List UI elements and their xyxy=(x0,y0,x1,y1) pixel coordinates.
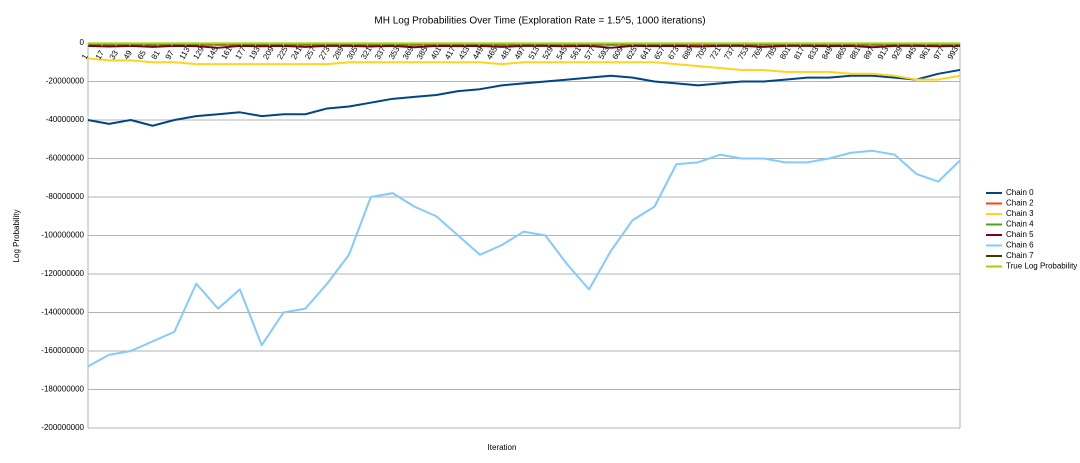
y-tick-label: -100000000 xyxy=(41,231,84,240)
series-line xyxy=(87,57,961,81)
y-tick-label: -140000000 xyxy=(41,308,84,317)
y-tick-label: -200000000 xyxy=(41,423,84,432)
legend-label: Chain 0 xyxy=(1006,188,1034,197)
legend-label: Chain 2 xyxy=(1006,199,1034,208)
y-axis-label: Log Probability xyxy=(12,210,21,263)
legend-label: Chain 7 xyxy=(1006,251,1034,260)
y-tick-label: -40000000 xyxy=(46,115,85,124)
chart-title: MH Log Probabilities Over Time (Explorat… xyxy=(374,16,705,27)
y-tick-label: 0 xyxy=(80,38,85,47)
legend-label: Chain 3 xyxy=(1006,209,1034,218)
y-tick-label: -60000000 xyxy=(46,154,85,163)
legend-label: True Log Probability xyxy=(1006,262,1077,271)
series-line xyxy=(87,68,961,127)
y-tick-label: -180000000 xyxy=(41,385,84,394)
legend-label: Chain 6 xyxy=(1006,241,1034,250)
legend-label: Chain 4 xyxy=(1006,220,1034,229)
x-axis-label: Iteration xyxy=(488,443,517,452)
y-tick-label: -120000000 xyxy=(41,269,84,278)
y-tick-label: -160000000 xyxy=(41,346,84,355)
legend-label: Chain 5 xyxy=(1006,230,1034,239)
y-tick-label: -20000000 xyxy=(46,77,85,86)
y-tick-label: -80000000 xyxy=(46,192,85,201)
x-tick-label: 1 xyxy=(80,52,90,61)
series-line xyxy=(87,149,961,368)
